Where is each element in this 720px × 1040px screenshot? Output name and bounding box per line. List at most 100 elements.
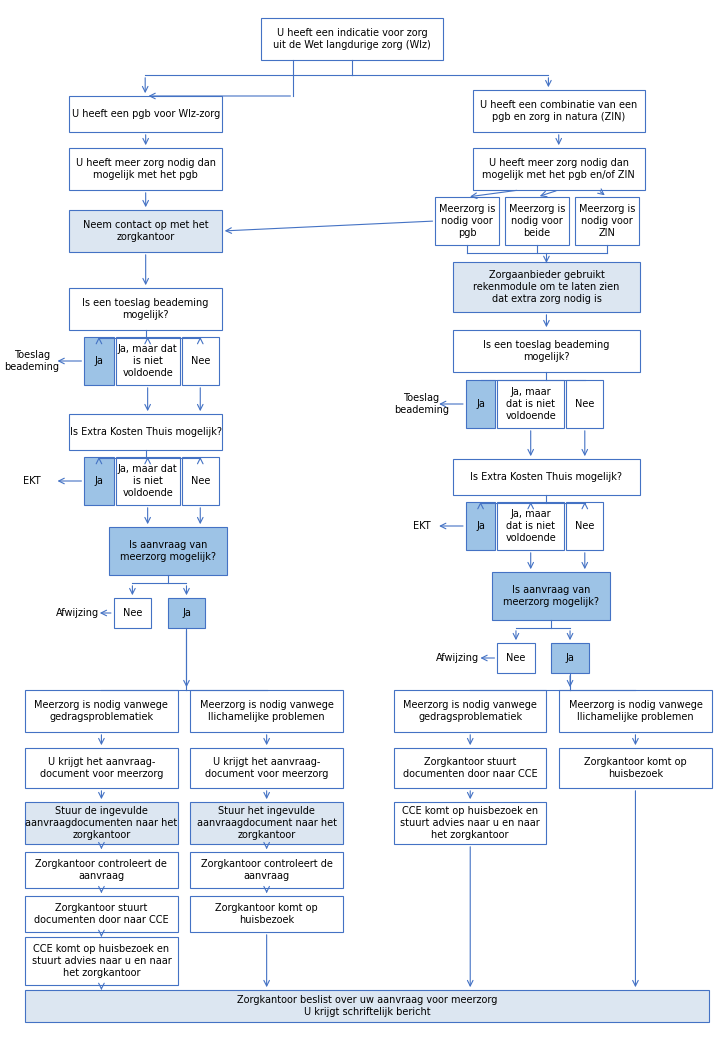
Text: Meerzorg is
nodig voor
beide: Meerzorg is nodig voor beide — [509, 205, 565, 237]
FancyBboxPatch shape — [505, 197, 569, 245]
Text: Ja: Ja — [566, 653, 575, 664]
Text: Zorgkantoor controleert de
aanvraag: Zorgkantoor controleert de aanvraag — [35, 859, 167, 881]
FancyBboxPatch shape — [261, 18, 444, 60]
FancyBboxPatch shape — [190, 690, 343, 732]
FancyBboxPatch shape — [181, 457, 219, 505]
Text: Is aanvraag van
meerzorg mogelijk?: Is aanvraag van meerzorg mogelijk? — [120, 540, 216, 562]
FancyBboxPatch shape — [453, 330, 640, 372]
Text: U heeft een combinatie van een
pgb en zorg in natura (ZIN): U heeft een combinatie van een pgb en zo… — [480, 100, 637, 122]
Text: U krijgt het aanvraag-
document voor meerzorg: U krijgt het aanvraag- document voor mee… — [40, 757, 163, 779]
Text: Nee: Nee — [122, 608, 142, 618]
Text: Ja: Ja — [476, 399, 485, 409]
Text: Toeslag
beademing: Toeslag beademing — [4, 350, 60, 372]
Text: EKT: EKT — [413, 521, 431, 531]
Text: Zorgkantoor komt op
huisbezoek: Zorgkantoor komt op huisbezoek — [215, 903, 318, 925]
Text: Toeslag
beademing: Toeslag beademing — [394, 393, 449, 415]
FancyBboxPatch shape — [453, 262, 640, 312]
Text: Zorgkantoor komt op
huisbezoek: Zorgkantoor komt op huisbezoek — [584, 757, 687, 779]
FancyBboxPatch shape — [25, 690, 178, 732]
FancyBboxPatch shape — [498, 643, 535, 673]
FancyBboxPatch shape — [168, 598, 205, 628]
FancyBboxPatch shape — [25, 990, 708, 1022]
Text: U heeft meer zorg nodig dan
mogelijk met het pgb en/of ZIN: U heeft meer zorg nodig dan mogelijk met… — [482, 158, 635, 180]
Text: Is een toeslag beademing
mogelijk?: Is een toeslag beademing mogelijk? — [83, 298, 209, 320]
FancyBboxPatch shape — [552, 643, 589, 673]
FancyBboxPatch shape — [492, 572, 611, 620]
FancyBboxPatch shape — [69, 210, 222, 252]
FancyBboxPatch shape — [25, 852, 178, 888]
Text: Nee: Nee — [575, 521, 595, 531]
Text: Ja: Ja — [94, 356, 104, 366]
FancyBboxPatch shape — [190, 748, 343, 788]
FancyBboxPatch shape — [109, 527, 227, 575]
FancyBboxPatch shape — [69, 148, 222, 190]
FancyBboxPatch shape — [25, 748, 178, 788]
Text: Meerzorg is nodig vanwege
llichamelijke problemen: Meerzorg is nodig vanwege llichamelijke … — [199, 700, 333, 722]
FancyBboxPatch shape — [394, 690, 546, 732]
Text: Afwijzing: Afwijzing — [436, 653, 480, 664]
FancyBboxPatch shape — [190, 896, 343, 932]
FancyBboxPatch shape — [559, 690, 711, 732]
Text: Ja, maar dat
is niet
voldoende: Ja, maar dat is niet voldoende — [118, 465, 178, 497]
FancyBboxPatch shape — [114, 598, 151, 628]
FancyBboxPatch shape — [473, 148, 645, 190]
FancyBboxPatch shape — [559, 748, 711, 788]
FancyBboxPatch shape — [25, 896, 178, 932]
Text: Zorgkantoor stuurt
documenten door naar CCE: Zorgkantoor stuurt documenten door naar … — [403, 757, 538, 779]
FancyBboxPatch shape — [190, 802, 343, 844]
Text: U heeft meer zorg nodig dan
mogelijk met het pgb: U heeft meer zorg nodig dan mogelijk met… — [76, 158, 216, 180]
Text: CCE komt op huisbezoek en
stuurt advies naar u en naar
het zorgkantoor: CCE komt op huisbezoek en stuurt advies … — [32, 944, 171, 978]
FancyBboxPatch shape — [566, 380, 603, 428]
Text: Ja: Ja — [476, 521, 485, 531]
FancyBboxPatch shape — [69, 414, 222, 450]
Text: Stuur het ingevulde
aanvraagdocument naar het
zorgkantoor: Stuur het ingevulde aanvraagdocument naa… — [197, 806, 337, 839]
Text: Stuur de ingevulde
aanvraagdocumenten naar het
zorgkantoor: Stuur de ingevulde aanvraagdocumenten na… — [25, 806, 178, 839]
FancyBboxPatch shape — [84, 337, 114, 385]
Text: Afwijzing: Afwijzing — [55, 608, 99, 618]
Text: EKT: EKT — [23, 476, 41, 486]
FancyBboxPatch shape — [436, 197, 499, 245]
Text: Meerzorg is
nodig voor
ZIN: Meerzorg is nodig voor ZIN — [579, 205, 635, 237]
Text: Ja, maar dat
is niet
voldoende: Ja, maar dat is niet voldoende — [118, 344, 178, 378]
FancyBboxPatch shape — [575, 197, 639, 245]
Text: Ja: Ja — [94, 476, 104, 486]
FancyBboxPatch shape — [394, 802, 546, 844]
Text: Nee: Nee — [575, 399, 595, 409]
FancyBboxPatch shape — [394, 748, 546, 788]
Text: Is een toeslag beademing
mogelijk?: Is een toeslag beademing mogelijk? — [483, 340, 610, 362]
FancyBboxPatch shape — [116, 457, 179, 505]
Text: Ja: Ja — [182, 608, 191, 618]
Text: Meerzorg is
nodig voor
pgb: Meerzorg is nodig voor pgb — [439, 205, 495, 237]
Text: Nee: Nee — [506, 653, 526, 664]
Text: Neem contact op met het
zorgkantoor: Neem contact op met het zorgkantoor — [83, 220, 209, 242]
Text: CCE komt op huisbezoek en
stuurt advies naar u en naar
het zorgkantoor: CCE komt op huisbezoek en stuurt advies … — [400, 806, 540, 839]
FancyBboxPatch shape — [25, 937, 178, 985]
FancyBboxPatch shape — [25, 802, 178, 844]
FancyBboxPatch shape — [181, 337, 219, 385]
Text: U heeft een indicatie voor zorg
uit de Wet langdurige zorg (Wlz): U heeft een indicatie voor zorg uit de W… — [274, 28, 431, 50]
Text: Ja, maar
dat is niet
voldoende: Ja, maar dat is niet voldoende — [505, 510, 556, 543]
Text: Meerzorg is nodig vanwege
gedragsproblematiek: Meerzorg is nodig vanwege gedragsproblem… — [403, 700, 537, 722]
FancyBboxPatch shape — [453, 459, 640, 495]
Text: Nee: Nee — [191, 356, 210, 366]
FancyBboxPatch shape — [69, 96, 222, 132]
FancyBboxPatch shape — [566, 502, 603, 550]
FancyBboxPatch shape — [116, 337, 179, 385]
FancyBboxPatch shape — [69, 288, 222, 330]
Text: Zorgkantoor beslist over uw aanvraag voor meerzorg
U krijgt schriftelijk bericht: Zorgkantoor beslist over uw aanvraag voo… — [237, 995, 497, 1017]
Text: Is Extra Kosten Thuis mogelijk?: Is Extra Kosten Thuis mogelijk? — [470, 472, 623, 482]
Text: U heeft een pgb voor Wlz-zorg: U heeft een pgb voor Wlz-zorg — [71, 109, 220, 119]
Text: Nee: Nee — [191, 476, 210, 486]
Text: Is Extra Kosten Thuis mogelijk?: Is Extra Kosten Thuis mogelijk? — [70, 427, 222, 437]
Text: Meerzorg is nodig vanwege
llichamelijke problemen: Meerzorg is nodig vanwege llichamelijke … — [569, 700, 703, 722]
FancyBboxPatch shape — [190, 852, 343, 888]
FancyBboxPatch shape — [466, 380, 495, 428]
Text: Is aanvraag van
meerzorg mogelijk?: Is aanvraag van meerzorg mogelijk? — [503, 586, 599, 606]
Text: Zorgaanbieder gebruikt
rekenmodule om te laten zien
dat extra zorg nodig is: Zorgaanbieder gebruikt rekenmodule om te… — [473, 270, 620, 304]
Text: Ja, maar
dat is niet
voldoende: Ja, maar dat is niet voldoende — [505, 388, 556, 420]
Text: Meerzorg is nodig vanwege
gedragsproblematiek: Meerzorg is nodig vanwege gedragsproblem… — [35, 700, 168, 722]
Text: Zorgkantoor controleert de
aanvraag: Zorgkantoor controleert de aanvraag — [201, 859, 333, 881]
FancyBboxPatch shape — [473, 90, 645, 132]
Text: Zorgkantoor stuurt
documenten door naar CCE: Zorgkantoor stuurt documenten door naar … — [34, 903, 168, 925]
Text: U krijgt het aanvraag-
document voor meerzorg: U krijgt het aanvraag- document voor mee… — [205, 757, 328, 779]
